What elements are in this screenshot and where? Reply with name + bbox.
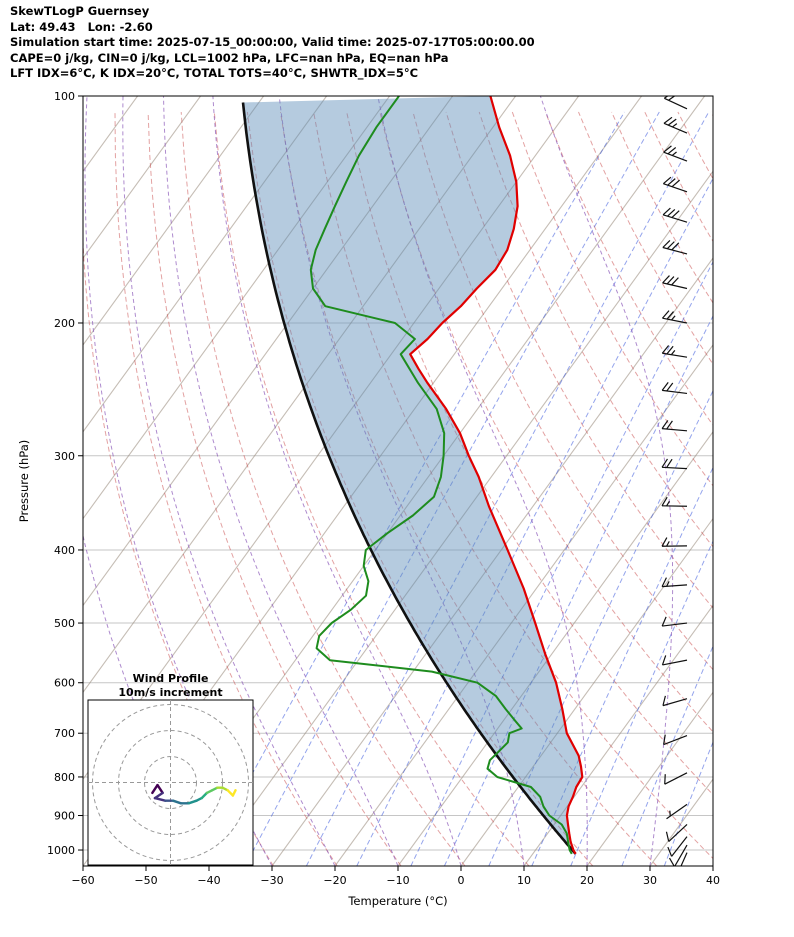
svg-text:900: 900 — [54, 810, 75, 823]
svg-text:700: 700 — [54, 727, 75, 740]
svg-text:600: 600 — [54, 677, 75, 690]
svg-text:−40: −40 — [197, 874, 220, 887]
svg-text:1000: 1000 — [47, 844, 75, 857]
svg-text:800: 800 — [54, 771, 75, 784]
figure-times: Simulation start time: 2025-07-15_00:00:… — [10, 35, 535, 50]
axes: −60 −50 −40 −30 −20 −10 0 10 20 30 40 100 200 300 400 5… — [17, 90, 720, 908]
wind-barbs — [661, 96, 688, 866]
svg-text:300: 300 — [54, 450, 75, 463]
parcel-curve — [241, 102, 577, 855]
hodograph-subtitle: 10m/s increment — [118, 686, 222, 699]
isotherm-lines — [83, 96, 713, 866]
svg-text:30: 30 — [643, 874, 657, 887]
svg-text:40: 40 — [706, 874, 720, 887]
x-axis-label: Temperature (°C) — [347, 894, 447, 908]
figure-location: Lat: 49.43 Lon: -2.60 — [10, 19, 153, 34]
y-axis-ticks: 100 200 300 400 500 600 700 800 900 1000 — [47, 90, 83, 857]
svg-text:200: 200 — [54, 317, 75, 330]
svg-text:400: 400 — [54, 544, 75, 557]
svg-text:0: 0 — [458, 874, 465, 887]
svg-text:−50: −50 — [134, 874, 157, 887]
hodograph-title: Wind Profile — [133, 672, 209, 685]
svg-text:−10: −10 — [386, 874, 409, 887]
svg-text:10: 10 — [517, 874, 531, 887]
figure-indices-2: LFT IDX=6°C, K IDX=20°C, TOTAL TOTS=40°C… — [10, 66, 419, 81]
svg-text:−60: −60 — [71, 874, 94, 887]
svg-text:−30: −30 — [260, 874, 283, 887]
svg-text:20: 20 — [580, 874, 594, 887]
figure-header: SkewTLogP Guernsey Lat: 49.43 Lon: -2.60… — [10, 4, 535, 82]
svg-text:100: 100 — [54, 90, 75, 103]
figure-title: SkewTLogP Guernsey — [10, 4, 150, 18]
hodograph-grid — [88, 700, 253, 865]
cin-shading — [243, 96, 583, 854]
svg-text:500: 500 — [54, 617, 75, 630]
hodograph-trace — [151, 783, 237, 805]
dewpoint-curve — [309, 96, 573, 855]
svg-text:−20: −20 — [323, 874, 346, 887]
y-axis-label: Pressure (hPa) — [17, 440, 31, 523]
temperature-curve — [409, 96, 584, 855]
figure-indices-1: CAPE=0 j/kg, CIN=0 j/kg, LCL=1002 hPa, L… — [10, 50, 449, 65]
x-axis-ticks: −60 −50 −40 −30 −20 −10 0 10 20 30 40 — [71, 866, 720, 887]
